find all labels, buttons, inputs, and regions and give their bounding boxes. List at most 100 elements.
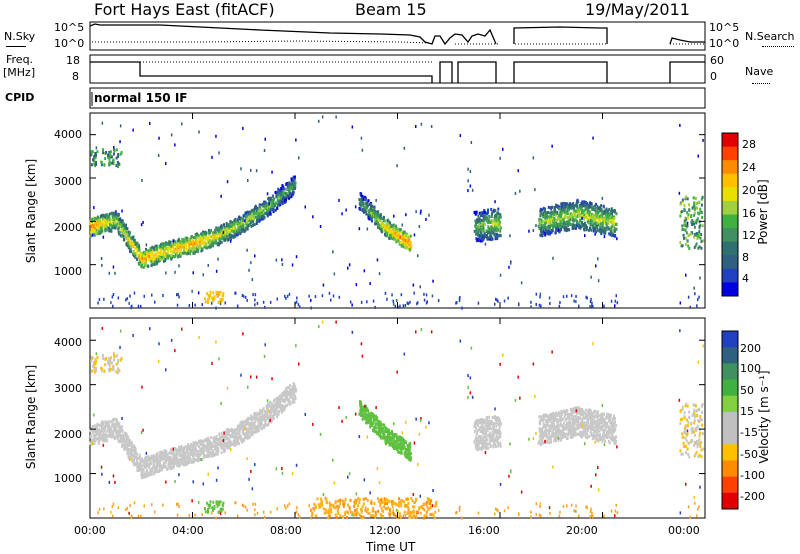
velocity-cell [187, 457, 190, 461]
power-cell [542, 229, 545, 233]
power-noise-cell [590, 297, 592, 301]
power-cell [200, 234, 203, 238]
power-cell [373, 210, 376, 214]
power-cell [226, 236, 228, 240]
power-cell [94, 156, 97, 160]
velocity-cell [119, 433, 122, 437]
power-cell [247, 212, 250, 216]
velocity-cell [156, 451, 159, 455]
power-cell [123, 225, 126, 229]
power-cell [490, 238, 493, 242]
power-noise-cell [201, 303, 203, 307]
power-cell [249, 223, 251, 226]
power-cell [483, 210, 486, 214]
power-cell [100, 161, 103, 164]
velocity-cell [180, 462, 183, 466]
power-noise-cell [391, 293, 393, 297]
power-cell [581, 200, 584, 204]
power-noise-cell [322, 283, 325, 287]
power-cell [695, 242, 698, 246]
power-cell [566, 208, 569, 212]
velocity-cell [380, 434, 383, 438]
velocity-cell [291, 387, 293, 391]
power-cell [195, 245, 198, 248]
power-cell [197, 241, 200, 245]
power-noise-cell [369, 282, 371, 285]
velocity-cell [94, 439, 97, 443]
velocity-cell [238, 433, 241, 437]
velocity-cell [125, 443, 128, 447]
power-cell [585, 206, 587, 210]
power-cell [683, 204, 686, 207]
power-cell [477, 233, 480, 237]
power-cell [118, 230, 121, 234]
power-noise-cell [509, 234, 511, 238]
velocity-cell [134, 463, 137, 467]
velocity-cell [143, 463, 146, 467]
power-cell [245, 214, 247, 218]
power-cell [551, 224, 554, 228]
power-cell [407, 240, 410, 243]
power-cell [127, 240, 129, 244]
power-cell [694, 233, 697, 237]
power-cell [112, 216, 115, 220]
velocity-cell [383, 425, 386, 429]
power-noise-cell [178, 295, 180, 299]
power-cell [154, 260, 157, 264]
velocity-cell [288, 398, 290, 402]
velocity-cell [385, 442, 387, 446]
power-cell [177, 239, 180, 242]
power-cell [694, 244, 697, 248]
velocity-cell [206, 448, 209, 451]
velocity-cell [290, 391, 293, 395]
power-noise-cell [252, 293, 254, 297]
power-cell [544, 213, 546, 217]
power-noise-cell [284, 294, 286, 298]
power-noise-cell [413, 291, 415, 295]
power-noise-cell [494, 200, 496, 204]
velocity-cell [240, 440, 243, 444]
power-cell [371, 215, 374, 219]
power-cell [548, 222, 551, 225]
power-cell [406, 245, 408, 249]
power-cell [498, 224, 501, 228]
velocity-cell [220, 431, 223, 435]
power-cell [170, 250, 173, 254]
velocity-cell [245, 435, 248, 438]
power-cell [231, 221, 234, 225]
power-cell [564, 205, 567, 209]
power-cell [389, 230, 392, 234]
velocity-cell [136, 461, 139, 464]
velocity-cell [287, 385, 290, 389]
power-cell [690, 232, 692, 236]
velocity-cell [172, 450, 175, 454]
velocity-cell [124, 440, 127, 444]
velocity-cell [191, 444, 194, 448]
power-cell [408, 238, 411, 242]
power-cell [172, 254, 175, 258]
velocity-cell [367, 411, 370, 415]
velocity-cell [233, 435, 236, 439]
velocity-cell [235, 432, 238, 436]
power-cell [585, 215, 587, 219]
power-cell [602, 229, 605, 233]
velocity-cell [99, 431, 102, 435]
power-cell [204, 230, 207, 234]
beam-label: Beam 15 [355, 0, 427, 19]
velocity-cell [145, 463, 148, 467]
power-noise-cell [251, 278, 254, 282]
power-cell [555, 221, 558, 225]
power-cell [393, 233, 396, 237]
power-cell [566, 206, 569, 209]
power-noise-cell [689, 305, 691, 309]
velocity-cell [216, 452, 219, 456]
power-cell [690, 220, 693, 224]
velocity-cell [391, 436, 393, 440]
velocity-cell [222, 441, 225, 445]
power-cell [278, 203, 281, 207]
velocity-cell [253, 430, 256, 434]
velocity-cell [205, 437, 208, 441]
power-cell [488, 235, 491, 239]
power-noise-cell [281, 263, 284, 266]
velocity-cell [246, 419, 249, 422]
